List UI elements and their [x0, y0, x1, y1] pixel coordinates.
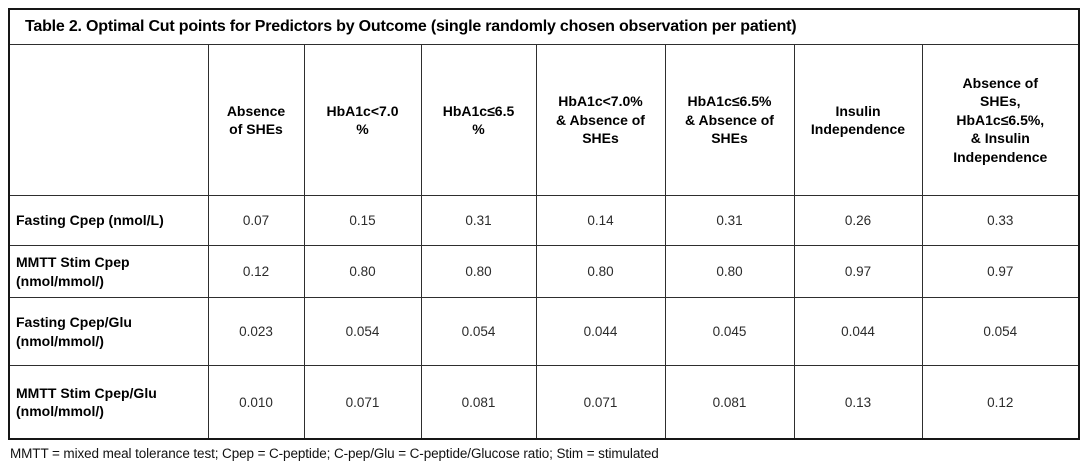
header-cell-hba1c-lt-7-and-absence: HbA1c<7.0% & Absence of SHEs — [535, 44, 666, 196]
data-cell: 0.13 — [793, 365, 923, 440]
data-cell: 0.081 — [664, 365, 795, 440]
header-cell-insulin-independence: Insulin Independence — [793, 44, 923, 196]
table-header-row: Absence of SHEs HbA1c<7.0 % HbA1c≤6.5 % … — [8, 44, 1080, 196]
table-title-row: Table 2. Optimal Cut points for Predicto… — [8, 8, 1080, 45]
header-cell-hba1c-le-6-5: HbA1c≤6.5 % — [420, 44, 537, 196]
data-cell: 0.071 — [535, 365, 666, 440]
data-cell: 0.31 — [420, 195, 537, 246]
header-cell-hba1c-lt-7: HbA1c<7.0 % — [303, 44, 422, 196]
data-cell: 0.14 — [535, 195, 666, 246]
header-cell-hba1c-le-6-5-and-absence: HbA1c≤6.5% & Absence of SHEs — [664, 44, 795, 196]
data-cell: 0.33 — [921, 195, 1080, 246]
abbreviations-footnote: MMTT = mixed meal tolerance test; Cpep =… — [10, 446, 659, 461]
data-cell: 0.12 — [921, 365, 1080, 440]
table-title: Table 2. Optimal Cut points for Predicto… — [8, 8, 1080, 45]
data-cell: 0.045 — [664, 297, 795, 366]
data-cell: 0.010 — [207, 365, 305, 440]
data-cell: 0.97 — [793, 245, 923, 298]
data-cell: 0.023 — [207, 297, 305, 366]
data-cell: 0.054 — [303, 297, 422, 366]
data-cell: 0.31 — [664, 195, 795, 246]
data-cell: 0.80 — [303, 245, 422, 298]
data-cell: 0.044 — [793, 297, 923, 366]
row-label: MMTT Stim Cpep (nmol/mmol/) — [8, 245, 209, 298]
optimal-cut-points-table: Table 2. Optimal Cut points for Predicto… — [8, 8, 1081, 440]
data-cell: 0.80 — [535, 245, 666, 298]
header-cell-empty — [8, 44, 209, 196]
row-label: MMTT Stim Cpep/Glu (nmol/mmol/) — [8, 365, 209, 440]
data-cell: 0.07 — [207, 195, 305, 246]
data-cell: 0.044 — [535, 297, 666, 366]
data-cell: 0.054 — [921, 297, 1080, 366]
row-label: Fasting Cpep (nmol/L) — [8, 195, 209, 246]
data-cell: 0.054 — [420, 297, 537, 366]
header-cell-absence-shes: Absence of SHEs — [207, 44, 305, 196]
table-2-figure: Table 2. Optimal Cut points for Predicto… — [8, 8, 1081, 463]
data-cell: 0.071 — [303, 365, 422, 440]
header-cell-composite-outcome: Absence of SHEs, HbA1c≤6.5%, & Insulin I… — [921, 44, 1080, 196]
data-cell: 0.26 — [793, 195, 923, 246]
table-row-fasting-cpep: Fasting Cpep (nmol/L) 0.07 0.15 0.31 0.1… — [8, 195, 1080, 246]
table-row-fasting-cpep-glu: Fasting Cpep/Glu (nmol/mmol/) 0.023 0.05… — [8, 297, 1080, 366]
data-cell: 0.12 — [207, 245, 305, 298]
row-label: Fasting Cpep/Glu (nmol/mmol/) — [8, 297, 209, 366]
table-row-mmtt-stim-cpep-glu: MMTT Stim Cpep/Glu (nmol/mmol/) 0.010 0.… — [8, 365, 1080, 440]
data-cell: 0.80 — [420, 245, 537, 298]
data-cell: 0.081 — [420, 365, 537, 440]
data-cell: 0.97 — [921, 245, 1080, 298]
data-cell: 0.80 — [664, 245, 795, 298]
data-cell: 0.15 — [303, 195, 422, 246]
table-row-mmtt-stim-cpep: MMTT Stim Cpep (nmol/mmol/) 0.12 0.80 0.… — [8, 245, 1080, 298]
